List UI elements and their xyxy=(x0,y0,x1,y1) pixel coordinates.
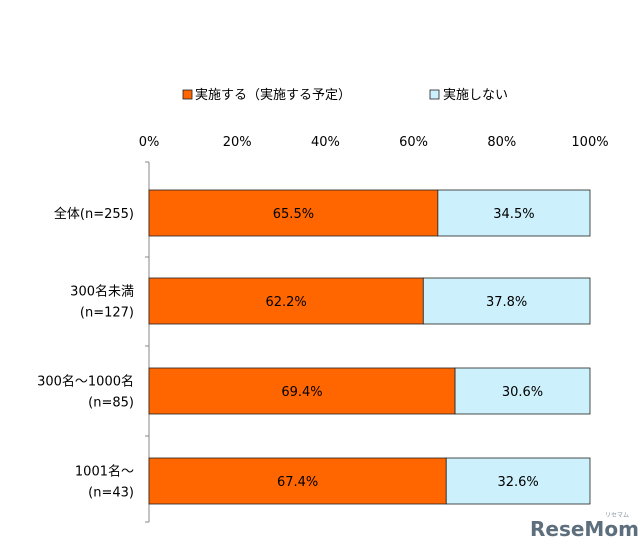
data-label: 69.4% xyxy=(281,385,322,400)
legend: 実施する（実施する予定） 実施しない xyxy=(182,87,508,103)
data-label: 67.4% xyxy=(277,475,318,490)
bar-segment-not-implement xyxy=(454,367,591,415)
category-label: (n=43) xyxy=(88,486,134,501)
bar-segment-not-implement xyxy=(445,457,591,505)
category-label: 300名未満 xyxy=(70,284,134,300)
legend-swatch-2 xyxy=(429,89,440,100)
category-label: 全体(n=255) xyxy=(54,206,134,222)
x-tick-label: 60% xyxy=(399,135,428,150)
bar-segment-implement xyxy=(148,189,439,237)
data-label: 34.5% xyxy=(493,207,534,222)
bar-segment-implement xyxy=(148,277,424,325)
bar-segment-not-implement xyxy=(422,277,591,325)
data-label: 65.5% xyxy=(273,207,314,222)
legend-swatch-1 xyxy=(182,89,193,100)
watermark-text: ReseMom xyxy=(530,517,639,541)
bar-segment-not-implement xyxy=(437,189,591,237)
bar-segment-implement xyxy=(148,367,456,415)
bars: 65.5% 34.5% 62.2% 37.8% 69.4% 30.6% 67.4% 32.6% xyxy=(148,189,591,505)
bar-segment-implement xyxy=(148,457,447,505)
data-label: 30.6% xyxy=(502,385,543,400)
category-label: (n=127) xyxy=(80,306,134,321)
legend-label-1: 実施する（実施する予定） xyxy=(195,87,351,103)
data-label: 62.2% xyxy=(265,295,306,310)
x-tick-label: 0% xyxy=(139,135,160,150)
x-tick-label: 20% xyxy=(223,135,252,150)
x-tick-label: 100% xyxy=(571,135,608,150)
x-tick-label: 80% xyxy=(487,135,516,150)
category-label: 1001名～ xyxy=(75,464,134,480)
data-label: 37.8% xyxy=(486,295,527,310)
data-label: 32.6% xyxy=(497,475,538,490)
x-axis-ticks: 0% 20% 40% 60% 80% 100% xyxy=(139,135,609,150)
category-label: 300名～1000名 xyxy=(37,374,134,390)
x-tick-label: 40% xyxy=(311,135,340,150)
watermark-kana: リセマム xyxy=(605,512,629,519)
legend-label-2: 実施しない xyxy=(443,87,508,103)
category-label: (n=85) xyxy=(88,396,134,411)
